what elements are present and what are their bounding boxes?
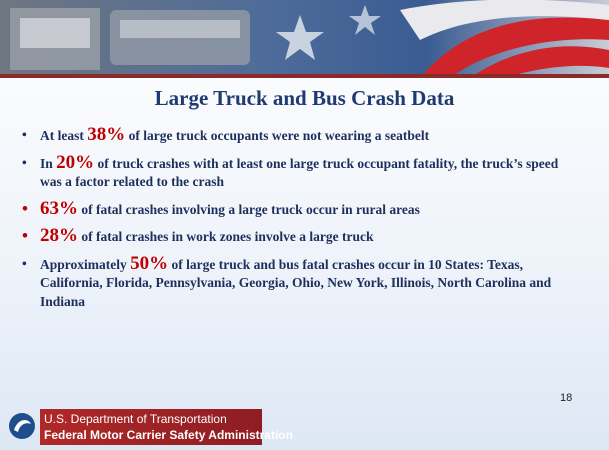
bullet-dot: • xyxy=(22,226,28,245)
bullet-item: • 28% of fatal crashes in work zones invo… xyxy=(22,225,582,247)
highlight-stat: 63% xyxy=(40,197,78,219)
highlight-stat: 50% xyxy=(130,252,169,274)
highlight-stat: 20% xyxy=(56,151,95,173)
dot-logo xyxy=(9,413,35,439)
highlight-stat: 28% xyxy=(40,225,78,246)
bullet-dot: • xyxy=(22,127,27,142)
bullet-list: • At least 38% of large truck occupants w… xyxy=(22,124,582,319)
slide-title: Large Truck and Bus Crash Data xyxy=(154,86,455,110)
bullet-text: of large truck occupants were not wearin… xyxy=(125,128,430,143)
bullet-text: In xyxy=(40,155,57,171)
bullet-dot: • xyxy=(22,255,27,271)
bullet-item: • Approximately 50% of large truck and bu… xyxy=(22,252,582,312)
agency: Federal Motor Carrier Safety Administrat… xyxy=(44,428,293,442)
bullet-item: • At least 38% of large truck occupants w… xyxy=(22,124,582,146)
department: U.S. Department of Transportation xyxy=(44,412,227,426)
banner xyxy=(0,0,609,78)
bullet-text: of truck crashes with at least one large… xyxy=(40,155,559,190)
bullet-text: At least xyxy=(40,128,88,143)
highlight-stat: 38% xyxy=(87,124,126,145)
bullet-text: of fatal crashes involving a large truck… xyxy=(78,201,420,217)
bullet-item: • 63% of fatal crashes involving a large … xyxy=(22,197,582,220)
bullet-dot: • xyxy=(22,198,28,218)
bullet-text: of fatal crashes in work zones involve a… xyxy=(78,229,374,244)
page-number: 18 xyxy=(560,392,573,404)
bullet-text: of large truck and bus fatal crashes occ… xyxy=(40,256,552,309)
bullet-dot: • xyxy=(22,154,27,170)
bullet-item: • In 20% of truck crashes with at least o… xyxy=(22,151,582,192)
footer-bar xyxy=(40,409,262,445)
bullet-text: Approximately xyxy=(40,256,131,272)
